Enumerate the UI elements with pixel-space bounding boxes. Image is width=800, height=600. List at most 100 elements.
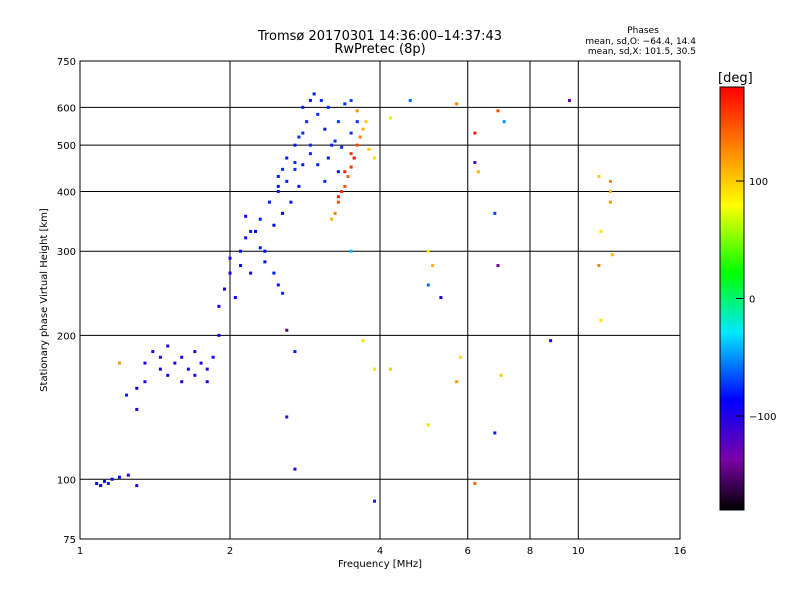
data-point — [272, 223, 276, 227]
data-point — [239, 249, 243, 253]
data-point — [249, 229, 253, 233]
data-point — [336, 195, 340, 199]
data-point — [293, 167, 297, 171]
data-point — [117, 475, 121, 479]
data-point — [316, 163, 320, 167]
data-point — [473, 160, 477, 164]
data-point — [211, 355, 215, 359]
data-point — [426, 283, 430, 287]
data-point — [135, 386, 139, 390]
data-point — [223, 287, 227, 291]
data-point — [330, 217, 334, 221]
data-point — [608, 189, 612, 193]
data-point — [276, 283, 280, 287]
data-point — [458, 355, 462, 359]
chart-title: Tromsø 20170301 14:36:00–14:37:43 — [257, 29, 502, 44]
stats-heading: Phases — [627, 26, 659, 36]
data-point — [349, 131, 353, 135]
data-point — [217, 333, 221, 337]
data-point — [373, 499, 377, 503]
colorbar-tick-label: 100 — [749, 177, 768, 188]
data-point — [244, 214, 248, 218]
data-point — [281, 291, 285, 295]
data-point — [352, 156, 356, 160]
data-point — [281, 167, 285, 171]
data-point — [323, 127, 327, 131]
data-point — [349, 249, 353, 253]
data-point — [599, 229, 603, 233]
data-point — [297, 184, 301, 188]
data-point — [346, 174, 350, 178]
colorbar-tick-label: −100 — [749, 412, 776, 423]
data-point — [205, 380, 209, 384]
data-point — [361, 127, 365, 131]
data-point — [166, 373, 170, 377]
data-point — [166, 344, 170, 348]
data-point — [143, 380, 147, 384]
data-point — [293, 467, 297, 471]
data-point — [301, 131, 305, 135]
data-point — [473, 131, 477, 135]
data-point — [95, 481, 99, 485]
data-point — [135, 484, 139, 488]
data-point — [151, 350, 155, 354]
data-point — [110, 477, 114, 481]
colorbar-tick-label: 0 — [749, 295, 755, 306]
x-axis-label: Frequency [MHz] — [338, 559, 422, 570]
data-point — [567, 99, 571, 103]
x-tick-label: 6 — [465, 546, 471, 557]
x-tick-label: 16 — [674, 546, 687, 557]
data-point — [173, 361, 177, 365]
data-point — [253, 229, 257, 233]
y-tick-label: 100 — [57, 475, 76, 486]
data-point — [193, 350, 197, 354]
data-point — [355, 109, 359, 113]
data-point — [549, 339, 553, 343]
data-point — [389, 116, 393, 120]
data-point — [408, 99, 412, 103]
chart-subtitle: RwPretec (8p) — [334, 42, 425, 57]
data-point — [610, 253, 614, 257]
data-point — [308, 143, 312, 147]
data-point — [349, 165, 353, 169]
colorbar-ticks: 100 0 −100 — [736, 177, 776, 423]
data-point — [431, 264, 435, 268]
data-point — [502, 120, 506, 124]
data-point — [180, 380, 184, 384]
data-point — [333, 211, 337, 215]
data-point — [608, 179, 612, 183]
data-point — [285, 328, 289, 332]
data-point — [135, 407, 139, 411]
data-point — [312, 92, 316, 96]
data-point — [355, 120, 359, 124]
data-point — [336, 120, 340, 124]
y-tick-label: 200 — [57, 331, 76, 342]
data-point — [367, 147, 371, 151]
data-point — [117, 361, 121, 365]
data-point — [455, 102, 459, 106]
data-point — [99, 484, 103, 488]
data-point — [455, 380, 459, 384]
data-point — [361, 339, 365, 343]
data-point — [285, 156, 289, 160]
data-point — [349, 152, 353, 156]
data-point — [473, 481, 477, 485]
x-tick-label: 1 — [77, 546, 83, 557]
data-point — [276, 189, 280, 193]
data-point — [496, 264, 500, 268]
y-axis-label: Stationary phase Virtual Height [km] — [39, 208, 50, 392]
colorbar-label: [deg] — [718, 71, 753, 86]
data-point — [336, 170, 340, 174]
data-point — [326, 156, 330, 160]
data-point — [316, 112, 320, 116]
data-point — [439, 296, 443, 300]
data-point — [343, 102, 347, 106]
data-point — [499, 373, 503, 377]
data-point — [333, 139, 337, 143]
data-point — [106, 481, 110, 485]
stats-line-o: mean, sd,O: −64.4, 14.4 — [585, 37, 696, 47]
y-tick-label: 500 — [57, 141, 76, 152]
data-point — [239, 264, 243, 268]
data-point — [158, 355, 162, 359]
data-point — [281, 211, 285, 215]
